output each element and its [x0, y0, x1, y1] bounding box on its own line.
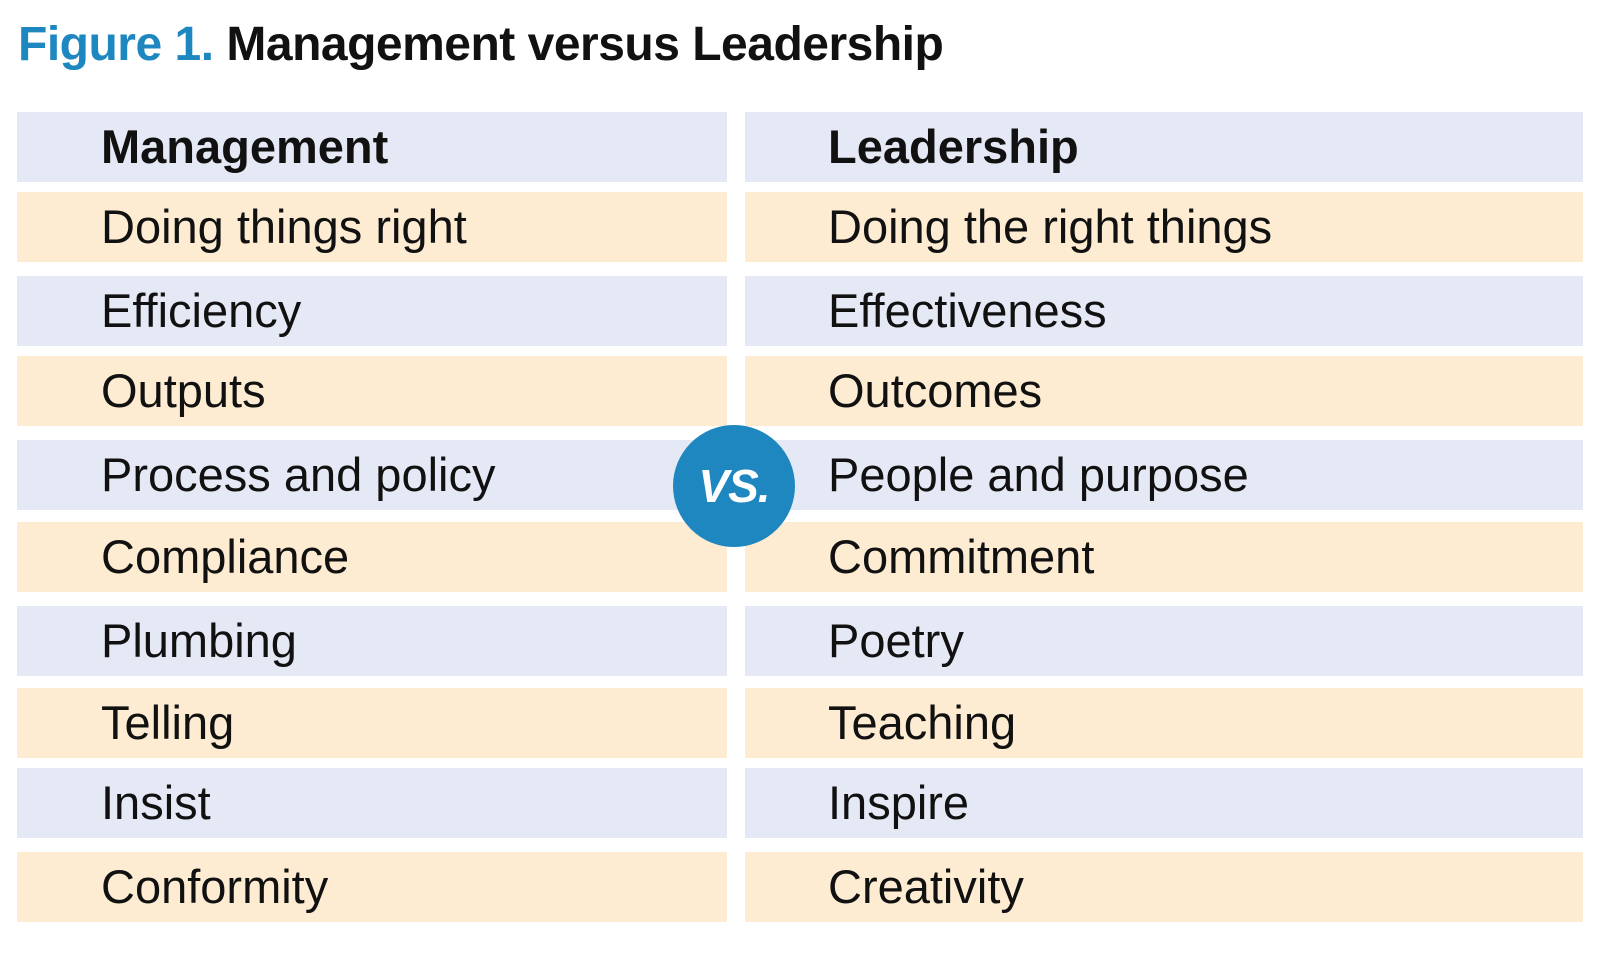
vs-badge: VS.	[673, 425, 795, 547]
leadership-item: Teaching	[745, 688, 1583, 758]
management-item: Compliance	[17, 522, 727, 592]
management-item: Process and policy	[17, 440, 727, 510]
leadership-header: Leadership	[745, 112, 1583, 182]
management-item: Telling	[17, 688, 727, 758]
management-header: Management	[17, 112, 727, 182]
leadership-item: People and purpose	[745, 440, 1583, 510]
figure-title: Figure 1. Management versus Leadership	[18, 10, 944, 80]
leadership-item: Inspire	[745, 768, 1583, 838]
leadership-item: Creativity	[745, 852, 1583, 922]
leadership-item: Commitment	[745, 522, 1583, 592]
management-item: Doing things right	[17, 192, 727, 262]
figure-label: Figure 1.	[18, 18, 214, 71]
management-item: Insist	[17, 768, 727, 838]
management-item: Outputs	[17, 356, 727, 426]
leadership-item: Doing the right things	[745, 192, 1583, 262]
management-item: Plumbing	[17, 606, 727, 676]
leadership-item: Effectiveness	[745, 276, 1583, 346]
leadership-item: Outcomes	[745, 356, 1583, 426]
management-item: Conformity	[17, 852, 727, 922]
leadership-item: Poetry	[745, 606, 1583, 676]
figure-caption: Management versus Leadership	[226, 18, 944, 71]
management-item: Efficiency	[17, 276, 727, 346]
